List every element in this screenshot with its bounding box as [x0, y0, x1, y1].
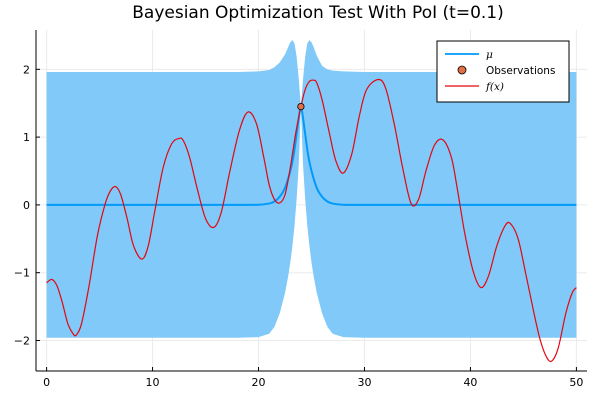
confidence-band — [46, 40, 577, 338]
legend-swatch-marker — [457, 65, 467, 75]
x-tick-label: 40 — [463, 376, 477, 389]
legend-label: μ — [486, 49, 493, 61]
x-tick-label: 0 — [43, 376, 50, 389]
legend-label: Observations — [486, 65, 555, 77]
chart-title: Bayesian Optimization Test With PoI (t=0… — [132, 3, 504, 23]
legend-label: f(x) — [485, 81, 504, 93]
x-tick-label: 20 — [252, 376, 266, 389]
uncertainty-band — [46, 40, 577, 338]
y-tick-label: 2 — [23, 63, 30, 76]
axes — [35, 30, 587, 372]
y-tick-label: 0 — [23, 199, 30, 212]
y-tick-label: 1 — [23, 131, 30, 144]
legend: μ Observations f(x) — [436, 40, 570, 103]
x-tick-label: 30 — [357, 376, 371, 389]
x-tick-label: 50 — [569, 376, 583, 389]
tick-labels: 0 10 20 30 40 50 −2 −1 0 1 2 — [14, 63, 584, 389]
x-tick-label: 10 — [146, 376, 160, 389]
y-tick-label: −1 — [14, 267, 30, 280]
y-tick-label: −2 — [14, 334, 30, 347]
observation-point — [297, 103, 305, 111]
observation-points — [297, 103, 305, 111]
